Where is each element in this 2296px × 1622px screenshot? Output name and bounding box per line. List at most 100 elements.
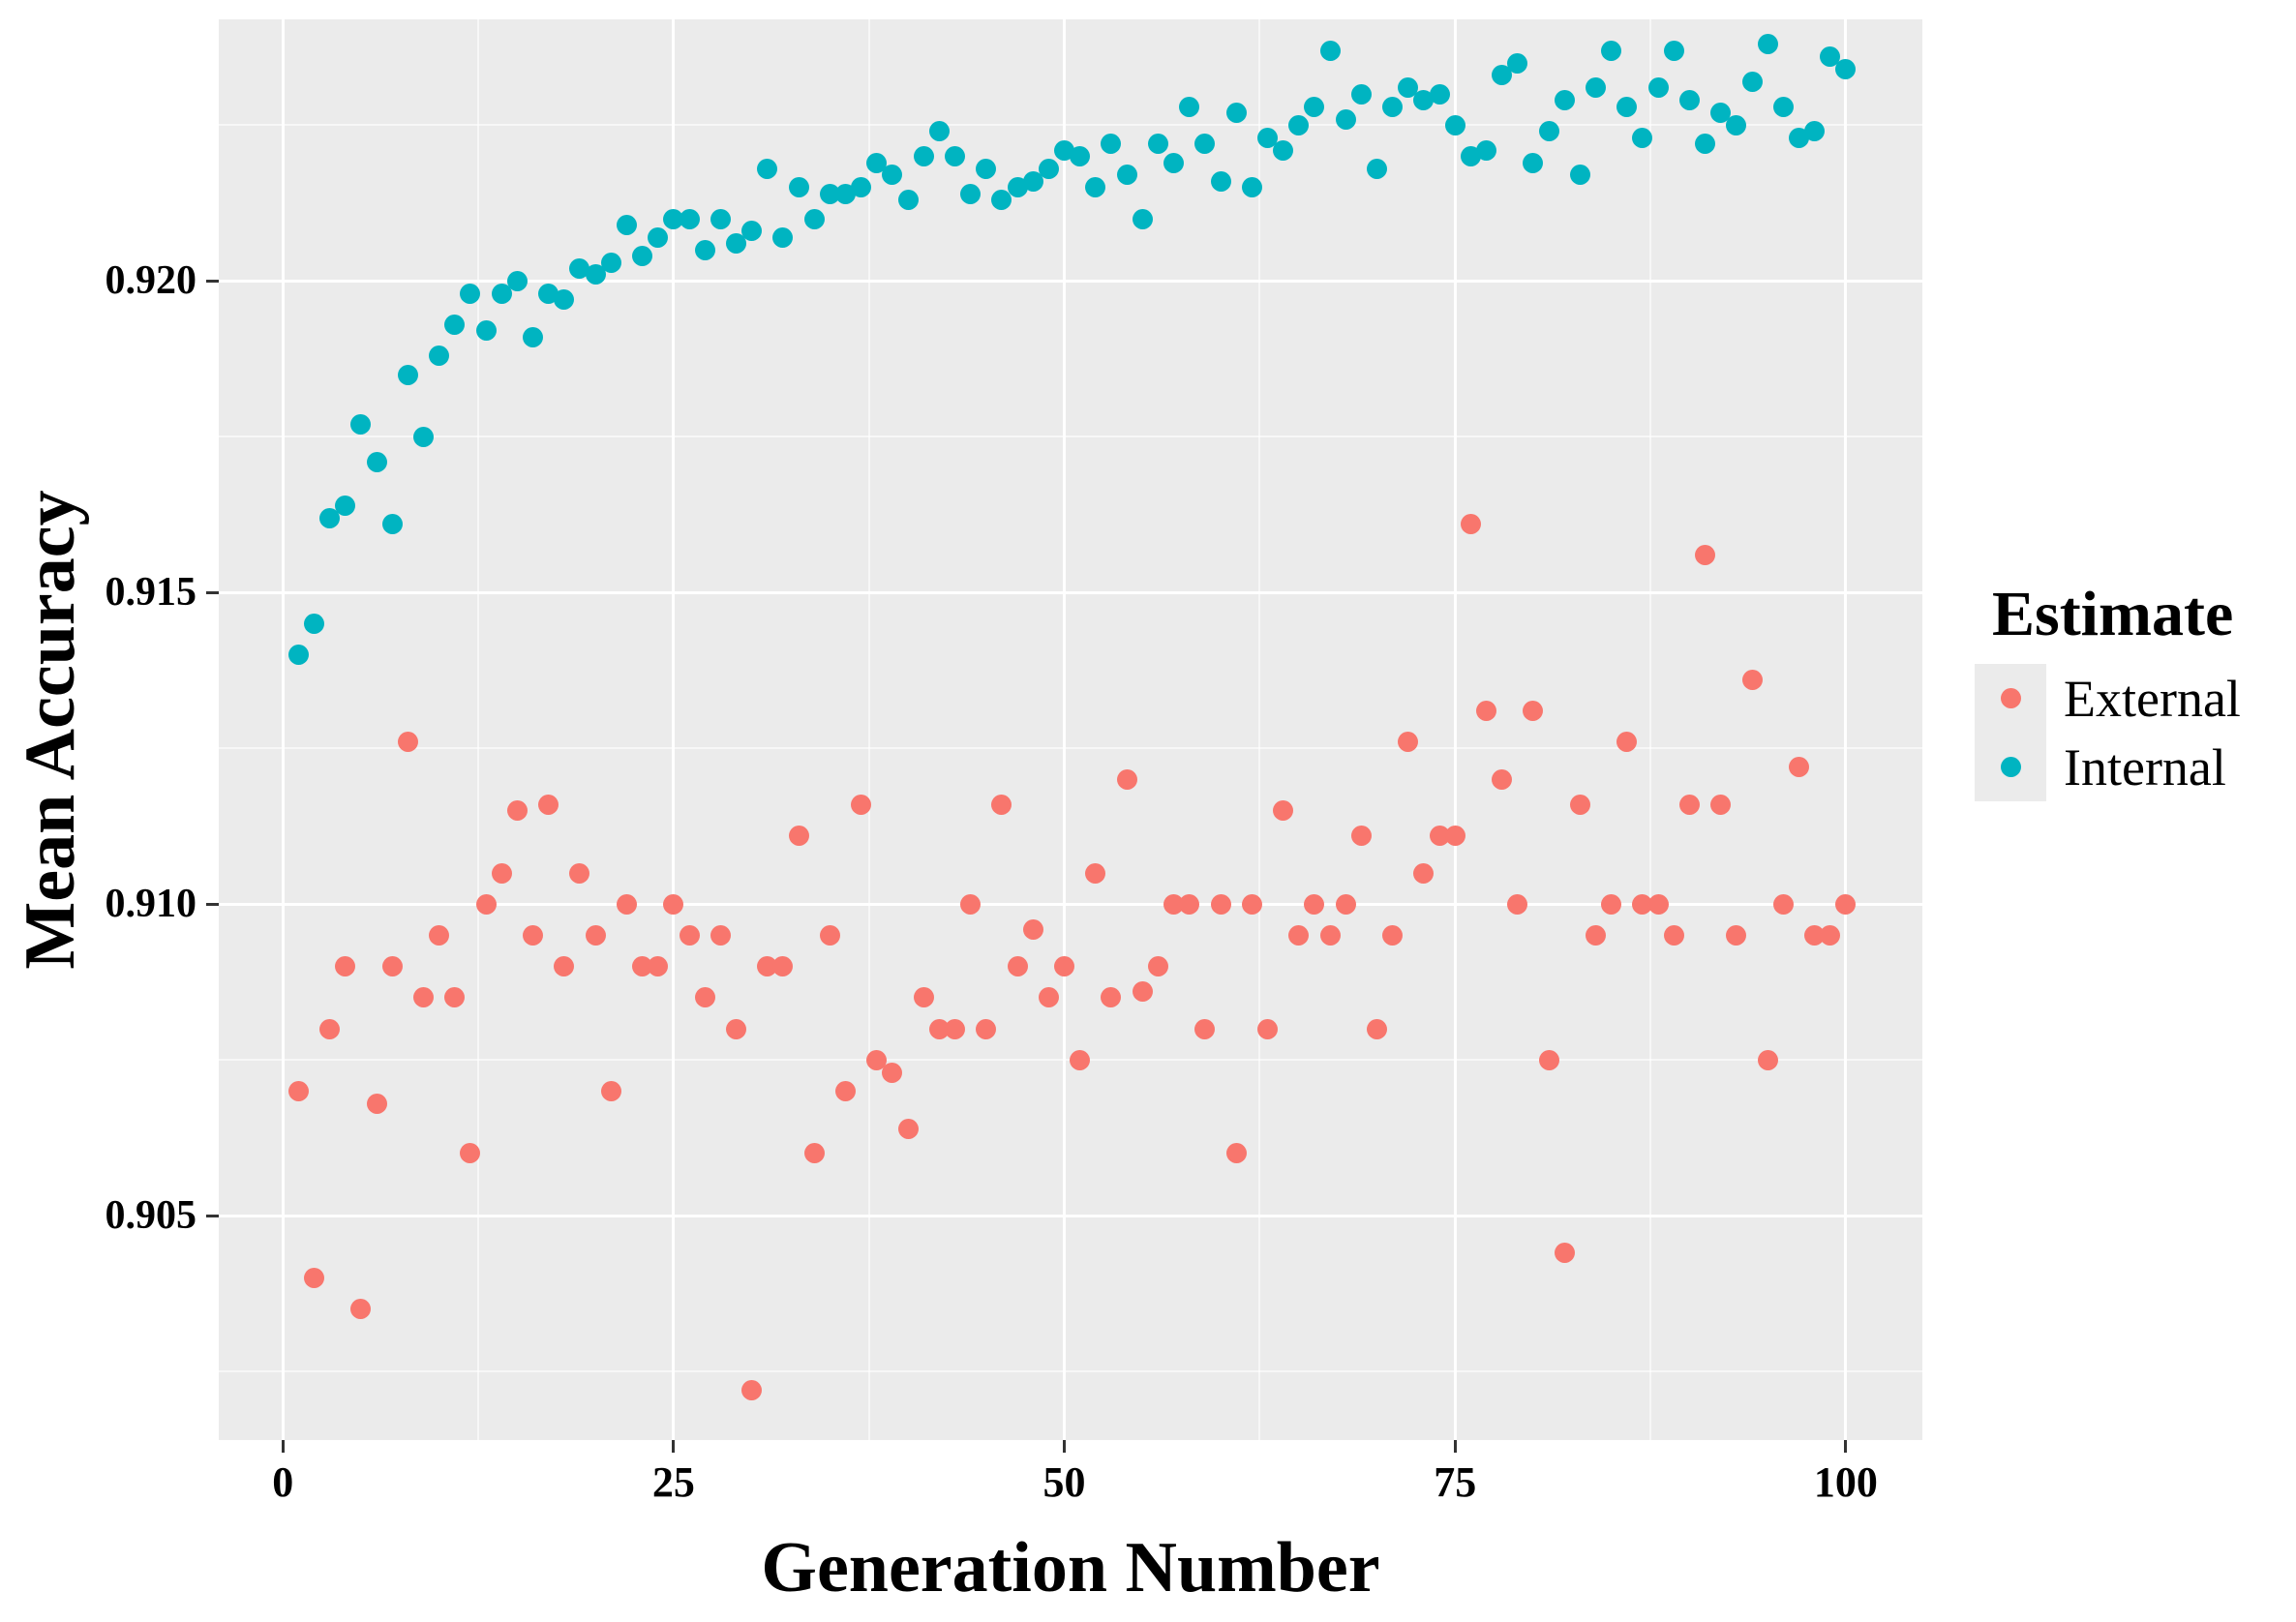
data-point-internal	[1586, 77, 1607, 99]
data-point-external	[413, 987, 435, 1008]
plot-panel	[219, 19, 1922, 1440]
data-point-external	[381, 956, 403, 977]
data-point-external	[819, 924, 840, 946]
data-point-internal	[1601, 40, 1622, 61]
data-point-internal	[381, 514, 403, 535]
data-point-external	[1194, 1018, 1216, 1039]
data-point-internal	[851, 177, 872, 198]
minor-gridline-vertical	[477, 19, 480, 1440]
data-point-external	[991, 794, 1012, 815]
data-point-external	[945, 1018, 965, 1039]
data-point-external	[523, 924, 544, 946]
legend-title: Estimate	[1992, 579, 2234, 649]
data-point-external	[1319, 924, 1341, 946]
data-point-internal	[648, 226, 669, 248]
y-tick-mark	[206, 590, 219, 594]
data-point-external	[429, 924, 450, 946]
data-point-internal	[1678, 90, 1700, 111]
data-point-internal	[1210, 170, 1231, 192]
data-point-external	[788, 825, 809, 846]
data-point-external	[1632, 893, 1653, 915]
data-point-external	[319, 1018, 341, 1039]
data-point-external	[772, 956, 794, 977]
minor-gridline-vertical	[1258, 19, 1261, 1440]
data-point-internal	[1429, 83, 1450, 105]
data-point-external	[1476, 701, 1496, 722]
y-axis-title: Mean Accuracy	[11, 490, 90, 970]
data-point-external	[506, 800, 528, 822]
data-point-external	[1210, 893, 1231, 915]
data-point-external	[1460, 514, 1481, 535]
legend-entry-external: External	[1975, 664, 2296, 733]
data-point-external	[460, 1143, 481, 1164]
x-tick-mark	[672, 1440, 676, 1453]
data-point-external	[1022, 918, 1043, 940]
internal-point-icon	[2000, 757, 2021, 777]
x-tick-mark	[1844, 1440, 1848, 1453]
data-point-internal	[287, 645, 309, 666]
data-point-external	[741, 1379, 763, 1400]
data-point-internal	[429, 345, 450, 367]
data-point-internal	[460, 283, 481, 304]
legend: Estimate External Internal	[1975, 581, 2296, 801]
data-point-external	[866, 1049, 888, 1070]
data-point-internal	[1273, 139, 1294, 161]
data-point-external	[1726, 924, 1747, 946]
data-point-external	[1288, 924, 1310, 946]
data-point-internal	[882, 165, 903, 186]
data-point-internal	[1398, 77, 1419, 99]
data-point-external	[928, 1018, 950, 1039]
data-point-internal	[803, 208, 825, 229]
data-point-external	[679, 924, 700, 946]
major-gridline-horizontal	[219, 902, 1922, 906]
data-point-external	[1788, 757, 1809, 778]
data-point-internal	[1413, 90, 1435, 111]
data-point-internal	[1070, 146, 1091, 167]
external-point-icon	[2000, 688, 2021, 708]
data-point-internal	[1054, 139, 1075, 161]
data-point-external	[1695, 545, 1716, 566]
major-gridline-horizontal	[219, 590, 1922, 594]
data-point-external	[648, 956, 669, 977]
data-point-external	[1772, 893, 1794, 915]
data-point-internal	[616, 214, 637, 235]
y-tick-mark	[206, 902, 219, 906]
data-point-external	[350, 1299, 372, 1320]
data-point-external	[1163, 893, 1185, 915]
data-point-external	[1101, 987, 1122, 1008]
data-point-external	[1398, 732, 1419, 753]
x-tick-label: 25	[651, 1458, 695, 1506]
data-point-external	[569, 862, 590, 884]
data-point-external	[475, 893, 497, 915]
data-point-external	[1382, 924, 1404, 946]
data-point-external	[335, 956, 356, 977]
data-point-internal	[741, 221, 763, 242]
data-point-external	[1757, 1049, 1778, 1070]
data-point-internal	[1820, 46, 1841, 68]
data-point-internal	[1382, 96, 1404, 117]
legend-key-box	[1975, 664, 2046, 733]
y-tick-mark	[206, 1214, 219, 1217]
data-point-internal	[960, 183, 982, 204]
data-point-external	[757, 956, 778, 977]
data-point-internal	[1741, 71, 1763, 92]
data-point-external	[1147, 956, 1168, 977]
data-point-external	[1070, 1049, 1091, 1070]
data-point-internal	[897, 190, 919, 211]
legend-label: Internal	[2064, 737, 2226, 796]
data-point-internal	[1647, 77, 1669, 99]
data-point-internal	[976, 159, 997, 180]
data-point-internal	[319, 507, 341, 528]
data-point-external	[1413, 862, 1435, 884]
minor-gridline-horizontal	[219, 124, 1922, 127]
data-point-external	[663, 893, 684, 915]
data-point-external	[803, 1143, 825, 1164]
data-point-internal	[1726, 114, 1747, 135]
legend-key-box	[1975, 733, 2046, 801]
data-point-internal	[1304, 96, 1325, 117]
data-point-internal	[1554, 90, 1575, 111]
data-point-external	[897, 1118, 919, 1139]
data-point-internal	[663, 208, 684, 229]
data-point-internal	[1225, 103, 1247, 124]
legend-entries: External Internal	[1975, 664, 2296, 801]
